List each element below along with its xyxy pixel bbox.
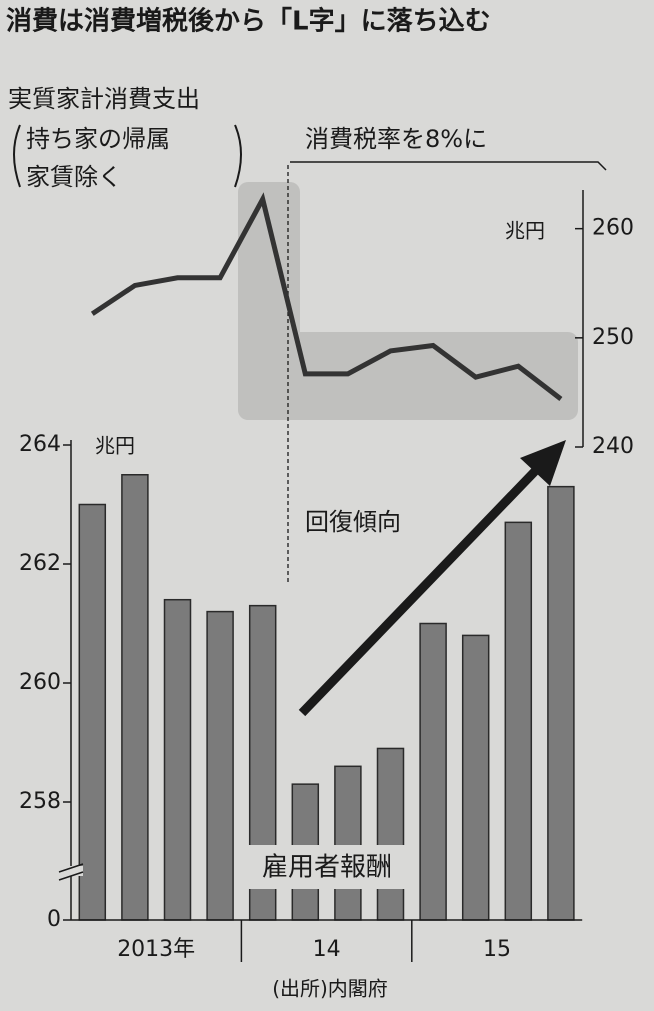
annotation: 回復傾向: [305, 508, 401, 536]
line-title: 実質家計消費支出: [8, 85, 200, 113]
l-shape-highlight: [238, 182, 578, 420]
y-tick-label: 0: [47, 907, 61, 932]
page-title: 消費は消費増税後から「L字」に落ち込む: [6, 6, 491, 37]
bar: [121, 474, 149, 921]
y-tick-label: 258: [19, 789, 61, 814]
bar: [78, 503, 107, 921]
bar: [504, 521, 533, 921]
unit-label: 兆円: [505, 219, 545, 243]
unit-label: 兆円: [95, 434, 135, 458]
line-subtitle: 持ち家の帰属: [26, 125, 170, 153]
bar: [547, 485, 575, 921]
y2-tick-label: 240: [592, 434, 634, 459]
paren-left: [13, 124, 21, 188]
label-box: [240, 845, 415, 889]
bar: [334, 765, 362, 921]
x-tick-label: 15: [483, 937, 511, 962]
bar: [376, 747, 405, 921]
annotation-bracket: [290, 161, 607, 171]
bar: [461, 634, 490, 921]
y-tick-label: 262: [19, 551, 61, 576]
source: (出所)内閣府: [272, 977, 388, 1001]
bar: [163, 598, 192, 921]
x-tick-label: 2013年: [117, 937, 195, 962]
axis-break-gap: [59, 866, 83, 876]
y-tick-label: 260: [19, 670, 61, 695]
bar: [206, 610, 234, 921]
axis-break: [58, 863, 84, 881]
y-tick-label: 264: [19, 432, 61, 457]
y2-tick-label: 250: [592, 325, 634, 350]
line-series: [90, 192, 563, 401]
annotation: 消費税率を8%に: [305, 125, 487, 153]
bar-title: 雇用者報酬: [262, 853, 392, 883]
x-tick-label: 14: [313, 937, 341, 962]
y2-tick-label: 260: [592, 216, 634, 241]
paren-right: [234, 124, 242, 188]
line-subtitle: 家賃除く: [26, 163, 122, 191]
arrow-head: [520, 440, 566, 486]
trend-arrow: [298, 462, 544, 717]
bar: [419, 622, 447, 921]
